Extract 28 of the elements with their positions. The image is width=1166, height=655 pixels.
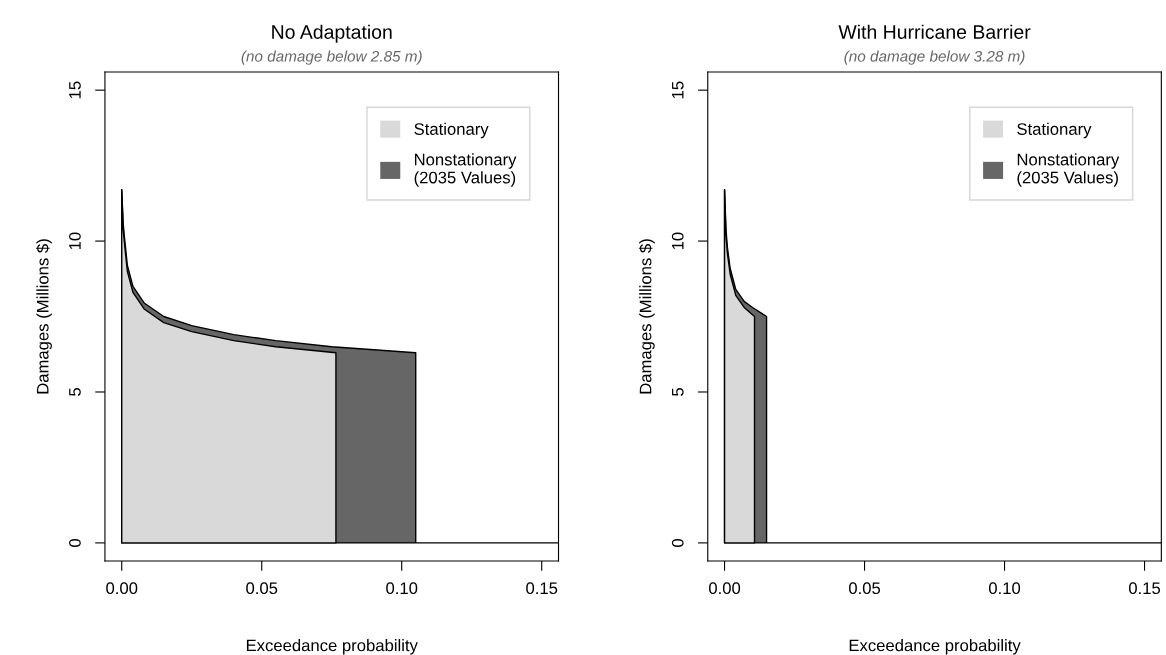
x-axis-title: Exceedance probability [849,639,1021,655]
legend-label: Nonstationary (2035 Values) [1017,153,1120,187]
x-tick-label: 0.05 [848,582,881,595]
chart-subtitle: (no damage below 2.85 m) [241,50,422,65]
y-axis-title: Damages (Millions $) [638,239,655,394]
x-tick-label: 0.05 [246,582,278,595]
y-tick-label: 15 [672,81,684,99]
chart-title: No Adaptation [272,24,392,43]
legend-label: Stationary [1017,122,1092,139]
x-axis-title: Exceedance probability [246,639,418,655]
x-tick-label: 0.15 [526,582,558,595]
legend-label: Nonstationary (2035 Values) [414,153,517,187]
chart-title: With Hurricane Barrier [838,24,1031,39]
chart-subtitle: (no damage below 3.28 m) [844,50,1025,65]
x-tick-label: 0.10 [386,582,418,595]
x-tick-label: 0.15 [1128,582,1161,595]
x-tick-label: 0.00 [708,582,741,595]
y-tick-label: 0 [69,538,81,547]
x-tick-label: 0.00 [106,582,138,595]
y-tick-label: 10 [69,232,81,250]
y-tick-label: 15 [69,81,81,99]
y-tick-label: 10 [671,232,684,250]
x-tick-label: 0.10 [988,582,1021,595]
y-tick-label: 5 [69,388,81,396]
y-axis-title: Damages (Millions $) [36,239,52,394]
y-tick-label: 5 [672,388,684,396]
y-tick-label: 0 [671,538,684,547]
legend-label: Stationary [414,122,489,139]
